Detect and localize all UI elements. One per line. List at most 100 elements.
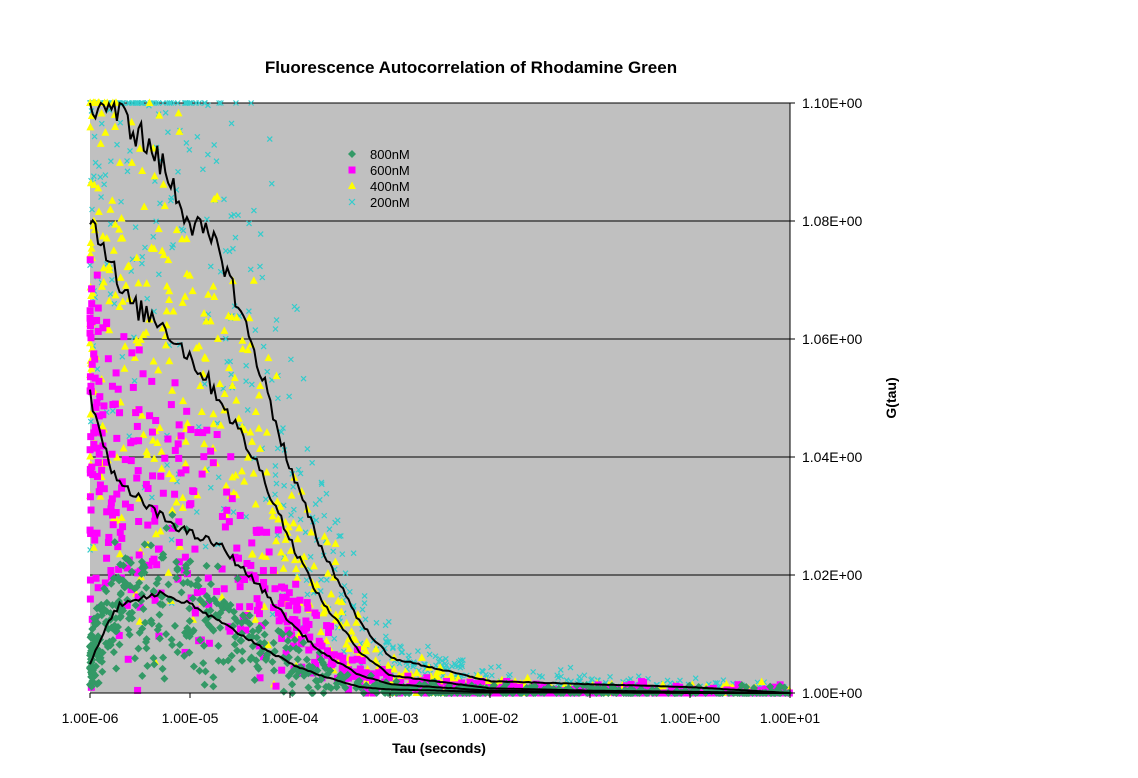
data-point-200nM xyxy=(222,335,229,342)
data-point-200nM xyxy=(607,673,613,680)
data-point-800nM xyxy=(299,638,308,647)
data-point-200nM xyxy=(350,550,357,557)
data-point-200nM xyxy=(382,633,389,640)
data-point-800nM xyxy=(200,680,209,689)
data-point-400nM xyxy=(232,396,241,404)
data-point-600nM xyxy=(209,459,217,467)
data-point-600nM xyxy=(223,488,231,496)
trend-lines xyxy=(89,99,791,694)
data-point-600nM xyxy=(134,593,142,601)
data-point-800nM xyxy=(162,523,171,532)
data-point-600nM xyxy=(284,626,292,634)
data-point-200nM xyxy=(87,262,93,269)
data-point-600nM xyxy=(171,446,179,454)
data-point-800nM xyxy=(219,657,228,666)
data-point-200nM xyxy=(118,198,124,205)
data-point-600nM xyxy=(350,672,358,680)
data-point-600nM xyxy=(348,656,356,664)
data-point-200nM xyxy=(125,100,132,106)
data-point-800nM xyxy=(233,574,242,583)
data-point-400nM xyxy=(115,225,124,233)
data-point-600nM xyxy=(191,606,199,614)
data-point-800nM xyxy=(194,582,203,591)
data-point-600nM xyxy=(207,447,215,455)
data-point-400nM xyxy=(307,528,316,536)
data-point-200nM xyxy=(166,100,173,106)
data-point-200nM xyxy=(231,211,237,218)
data-point-600nM xyxy=(152,416,160,424)
data-point-600nM xyxy=(142,480,150,488)
data-point-600nM xyxy=(283,618,291,626)
data-point-600nM xyxy=(419,677,427,685)
data-point-200nM xyxy=(216,100,223,106)
data-point-600nM xyxy=(243,560,251,568)
data-point-400nM xyxy=(320,532,329,540)
data-point-600nM xyxy=(119,523,127,531)
data-point-400nM xyxy=(342,618,351,627)
data-point-400nM xyxy=(86,249,95,258)
data-point-400nM xyxy=(323,537,332,546)
data-point-400nM xyxy=(174,108,183,117)
data-point-800nM xyxy=(269,638,278,647)
data-point-400nM xyxy=(87,244,96,252)
data-point-400nM xyxy=(169,306,178,315)
data-point-800nM xyxy=(154,622,163,631)
data-point-400nM xyxy=(222,481,231,490)
data-point-200nM xyxy=(435,658,442,665)
data-point-400nM xyxy=(136,335,145,343)
data-point-600nM xyxy=(305,621,313,629)
data-point-200nM xyxy=(433,662,439,669)
data-point-800nM xyxy=(142,583,151,592)
data-point-600nM xyxy=(203,426,211,434)
data-point-200nM xyxy=(338,591,345,598)
data-point-800nM xyxy=(290,635,299,644)
data-point-800nM xyxy=(214,641,223,650)
data-point-600nM xyxy=(104,355,112,363)
data-point-400nM xyxy=(96,139,105,147)
x-tick-label: 1.00E-06 xyxy=(62,710,119,726)
data-point-400nM xyxy=(86,451,95,460)
data-point-800nM xyxy=(158,664,167,673)
data-point-600nM xyxy=(218,565,226,573)
data-point-600nM xyxy=(271,585,279,593)
data-point-200nM xyxy=(488,672,495,679)
data-point-800nM xyxy=(293,655,302,664)
data-point-400nM xyxy=(310,561,319,570)
data-point-600nM xyxy=(253,528,261,536)
data-point-600nM xyxy=(151,511,159,519)
data-point-400nM xyxy=(105,296,114,305)
data-point-800nM xyxy=(245,611,254,620)
data-point-400nM xyxy=(323,569,332,577)
data-point-600nM xyxy=(135,551,143,559)
legend-marker-600nM xyxy=(348,166,356,174)
data-point-800nM xyxy=(124,614,133,623)
data-point-800nM xyxy=(159,653,168,662)
data-point-400nM xyxy=(179,396,188,405)
data-point-600nM xyxy=(200,453,208,461)
data-point-200nM xyxy=(677,677,683,684)
data-point-800nM xyxy=(138,563,147,572)
data-point-600nM xyxy=(257,528,265,536)
y-tick-labels: 1.00E+00 1.02E+00 1.04E+00 1.06E+00 1.08E+00… xyxy=(802,95,863,701)
data-point-400nM xyxy=(249,469,258,477)
data-point-400nM xyxy=(139,430,148,439)
data-point-200nM xyxy=(243,362,250,369)
data-point-200nM xyxy=(720,677,727,684)
data-point-600nM xyxy=(87,382,95,390)
data-point-600nM xyxy=(181,648,189,656)
data-point-800nM xyxy=(92,604,101,613)
data-point-200nM xyxy=(373,619,380,626)
data-point-400nM xyxy=(248,549,257,558)
data-point-600nM xyxy=(194,428,202,436)
data-point-600nM xyxy=(96,481,104,489)
data-point-600nM xyxy=(281,584,289,592)
data-point-800nM xyxy=(155,610,164,619)
data-point-800nM xyxy=(112,664,121,673)
data-point-600nM xyxy=(112,509,120,517)
data-point-600nM xyxy=(290,642,298,650)
data-point-400nM xyxy=(165,469,174,478)
data-point-800nM xyxy=(199,659,208,668)
data-point-200nM xyxy=(389,645,396,652)
data-point-600nM xyxy=(132,409,140,417)
data-point-200nM xyxy=(204,151,211,158)
